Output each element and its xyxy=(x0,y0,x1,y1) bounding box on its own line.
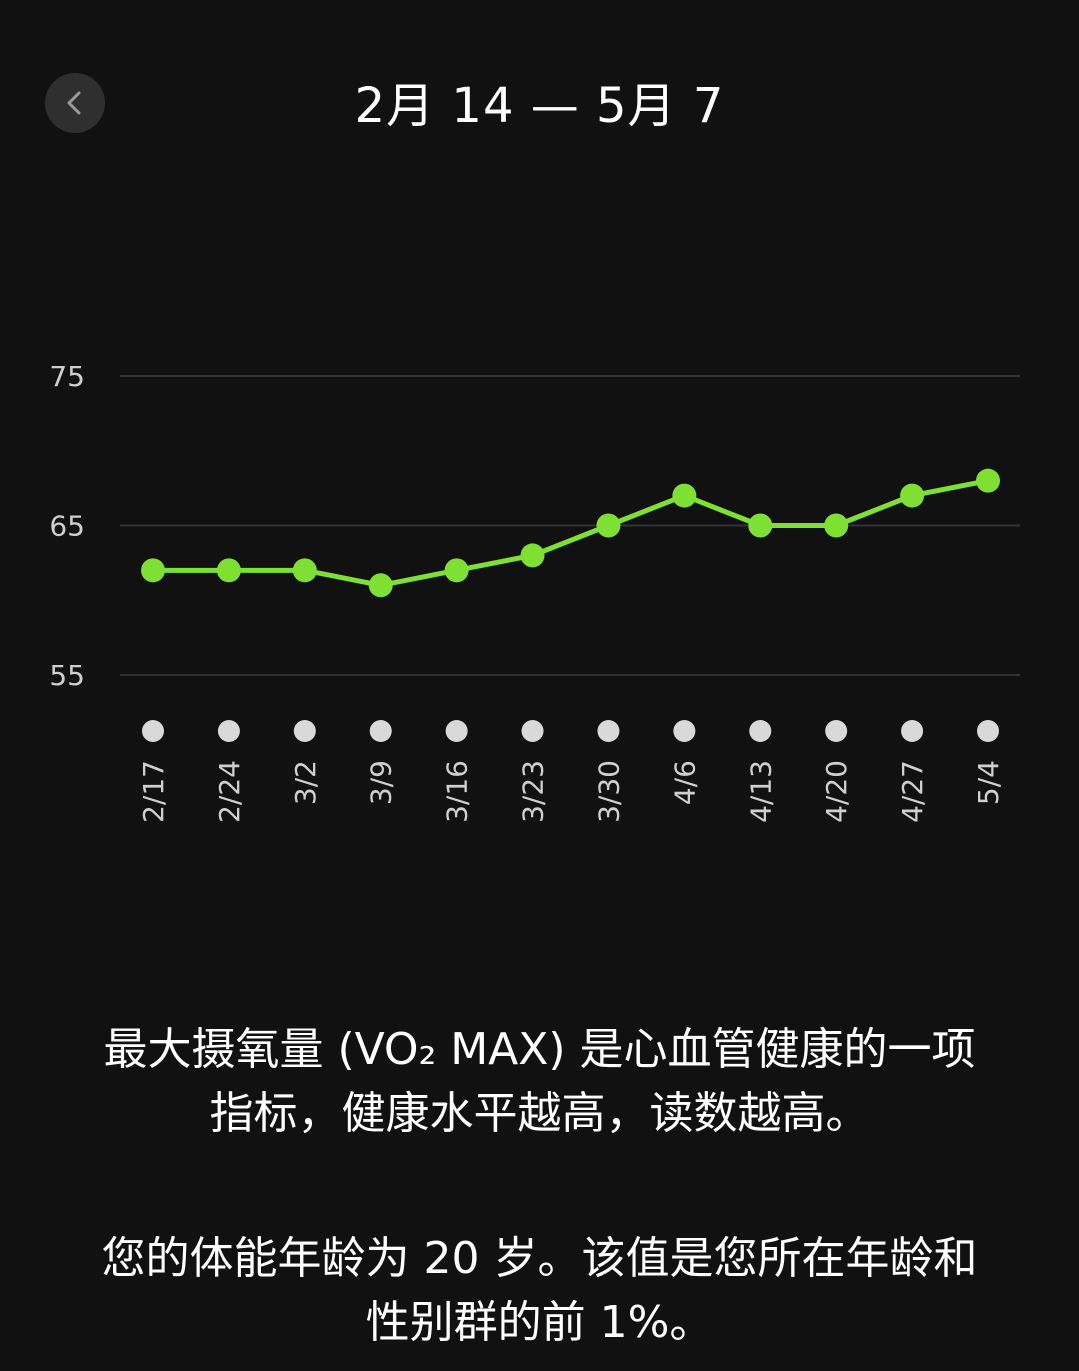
data-point xyxy=(520,543,545,568)
x-marker-dot xyxy=(977,720,999,742)
fitness-age-description: 您的体能年龄为 20 岁。该值是您所在年龄和 性别群的前 1%。 xyxy=(30,1227,1049,1355)
data-point xyxy=(292,558,317,583)
x-tick-label: 3/2 xyxy=(289,760,322,805)
x-marker-dot xyxy=(901,720,924,742)
vo2max-description: 最大摄氧量 (VO₂ MAX) 是心血管健康的一项 指标，健康水平越高，读数越高… xyxy=(30,1018,1049,1146)
back-button[interactable] xyxy=(45,73,105,133)
chevron-left-icon xyxy=(67,91,81,115)
y-tick-label: 75 xyxy=(49,360,85,393)
x-marker-dot xyxy=(293,720,316,742)
description-line-2: 指标，健康水平越高，读数越高。 xyxy=(209,1088,870,1139)
x-marker-dot xyxy=(369,720,392,742)
data-point xyxy=(976,468,1000,493)
x-marker-dot xyxy=(825,720,848,742)
data-point xyxy=(368,573,393,598)
x-marker-dot xyxy=(217,720,240,742)
x-tick-label: 2/17 xyxy=(137,760,170,823)
x-tick-label: 2/24 xyxy=(213,760,246,823)
x-tick-label: 3/30 xyxy=(592,760,625,823)
y-tick-label: 55 xyxy=(49,659,85,692)
x-tick-label: 4/20 xyxy=(820,760,853,823)
data-point xyxy=(672,483,697,508)
data-point xyxy=(824,513,849,538)
y-tick-label: 65 xyxy=(49,510,85,543)
x-marker-dot xyxy=(673,720,696,742)
description-line-1: 最大摄氧量 (VO₂ MAX) 是心血管健康的一项 xyxy=(103,1024,976,1075)
x-marker-dot xyxy=(749,720,772,742)
x-tick-label: 4/13 xyxy=(744,760,777,823)
data-point xyxy=(748,513,773,538)
data-point xyxy=(596,513,621,538)
x-tick-label: 4/6 xyxy=(668,760,701,805)
x-marker-dot xyxy=(521,720,544,742)
data-point xyxy=(141,558,165,583)
x-marker-dot xyxy=(445,720,468,742)
x-tick-label: 5/4 xyxy=(972,760,1005,805)
x-tick-label: 3/23 xyxy=(517,760,550,823)
vo2max-line-chart: 55 65 75 2/17 2/24 3/2 3/9 3/16 3/23 3/30 4/6 4/13 4… xyxy=(49,360,1020,823)
data-point xyxy=(216,558,241,583)
description-line-3: 您的体能年龄为 20 岁。该值是您所在年龄和 xyxy=(101,1233,978,1284)
x-tick-label: 3/9 xyxy=(365,760,398,805)
description-line-4: 性别群的前 1%。 xyxy=(365,1297,714,1348)
x-tick-label: 4/27 xyxy=(896,760,929,823)
data-point xyxy=(900,483,925,508)
x-marker-dot xyxy=(142,720,164,742)
page-title: 2月 14 — 5月 7 xyxy=(354,78,725,134)
series-line xyxy=(150,478,991,588)
data-point xyxy=(444,558,469,583)
x-marker-dot xyxy=(597,720,620,742)
x-tick-label: 3/16 xyxy=(441,760,474,823)
